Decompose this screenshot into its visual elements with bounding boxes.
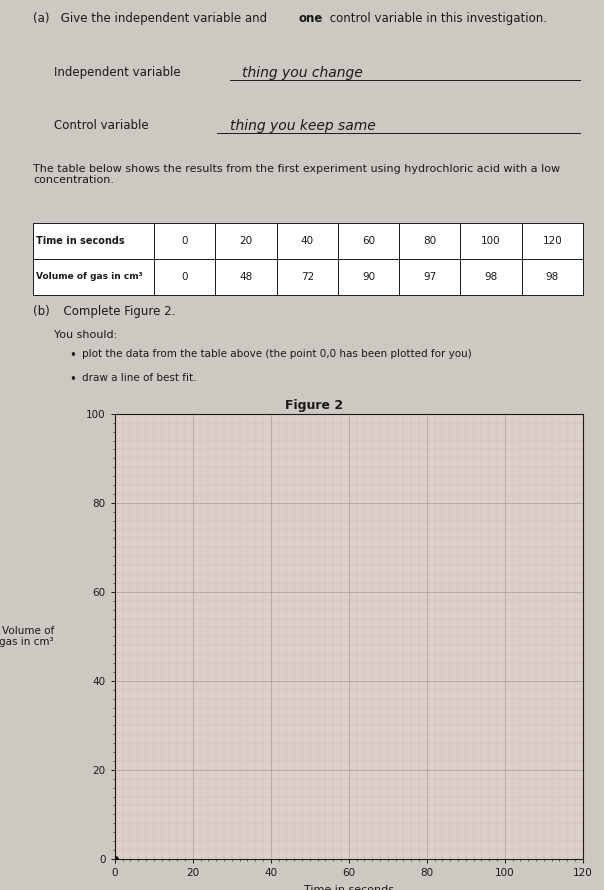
Text: 90: 90: [362, 271, 375, 282]
Bar: [399, 223, 460, 259]
Bar: [522, 223, 583, 259]
Text: Figure 2: Figure 2: [285, 399, 343, 412]
Bar: [33, 259, 154, 295]
Bar: [338, 223, 399, 259]
Text: You should:: You should:: [54, 329, 118, 340]
Text: •: •: [69, 373, 76, 385]
Bar: [33, 223, 154, 259]
Text: 120: 120: [542, 236, 562, 246]
Text: 97: 97: [423, 271, 436, 282]
Y-axis label: Volume of
gas in cm³: Volume of gas in cm³: [0, 626, 54, 647]
Text: Volume of gas in cm³: Volume of gas in cm³: [36, 272, 143, 281]
Text: Time in seconds: Time in seconds: [36, 236, 125, 246]
Text: 72: 72: [301, 271, 314, 282]
Text: Control variable: Control variable: [54, 118, 149, 132]
Text: •: •: [69, 349, 76, 362]
Bar: [216, 259, 277, 295]
Bar: [154, 259, 216, 295]
Text: (b): (b): [33, 305, 50, 318]
Text: 98: 98: [545, 271, 559, 282]
Bar: [460, 223, 522, 259]
Text: plot the data from the table above (the point 0,0 has been plotted for you): plot the data from the table above (the …: [82, 349, 471, 359]
Text: thing you change: thing you change: [242, 66, 362, 79]
Text: control variable in this investigation.: control variable in this investigation.: [326, 12, 547, 25]
Text: Independent variable: Independent variable: [54, 66, 181, 78]
Text: 60: 60: [362, 236, 375, 246]
Text: 80: 80: [423, 236, 436, 246]
Text: (a)   Give the independent variable and: (a) Give the independent variable and: [33, 12, 271, 25]
Text: 48: 48: [239, 271, 252, 282]
Text: one: one: [299, 12, 323, 25]
Bar: [277, 259, 338, 295]
Bar: [154, 223, 216, 259]
Text: The table below shows the results from the first experiment using hydrochloric a: The table below shows the results from t…: [33, 164, 561, 185]
Text: thing you keep same: thing you keep same: [230, 118, 375, 133]
X-axis label: Time in seconds: Time in seconds: [304, 885, 394, 890]
Text: 98: 98: [484, 271, 498, 282]
Bar: [338, 259, 399, 295]
Text: 0: 0: [182, 271, 188, 282]
Bar: [216, 223, 277, 259]
Bar: [277, 223, 338, 259]
Text: 20: 20: [239, 236, 252, 246]
Bar: [460, 259, 522, 295]
Text: Complete Figure 2.: Complete Figure 2.: [56, 305, 176, 318]
Bar: [522, 259, 583, 295]
Bar: [399, 259, 460, 295]
Text: draw a line of best fit.: draw a line of best fit.: [82, 373, 196, 383]
Text: 40: 40: [301, 236, 314, 246]
Text: 100: 100: [481, 236, 501, 246]
Text: 0: 0: [182, 236, 188, 246]
